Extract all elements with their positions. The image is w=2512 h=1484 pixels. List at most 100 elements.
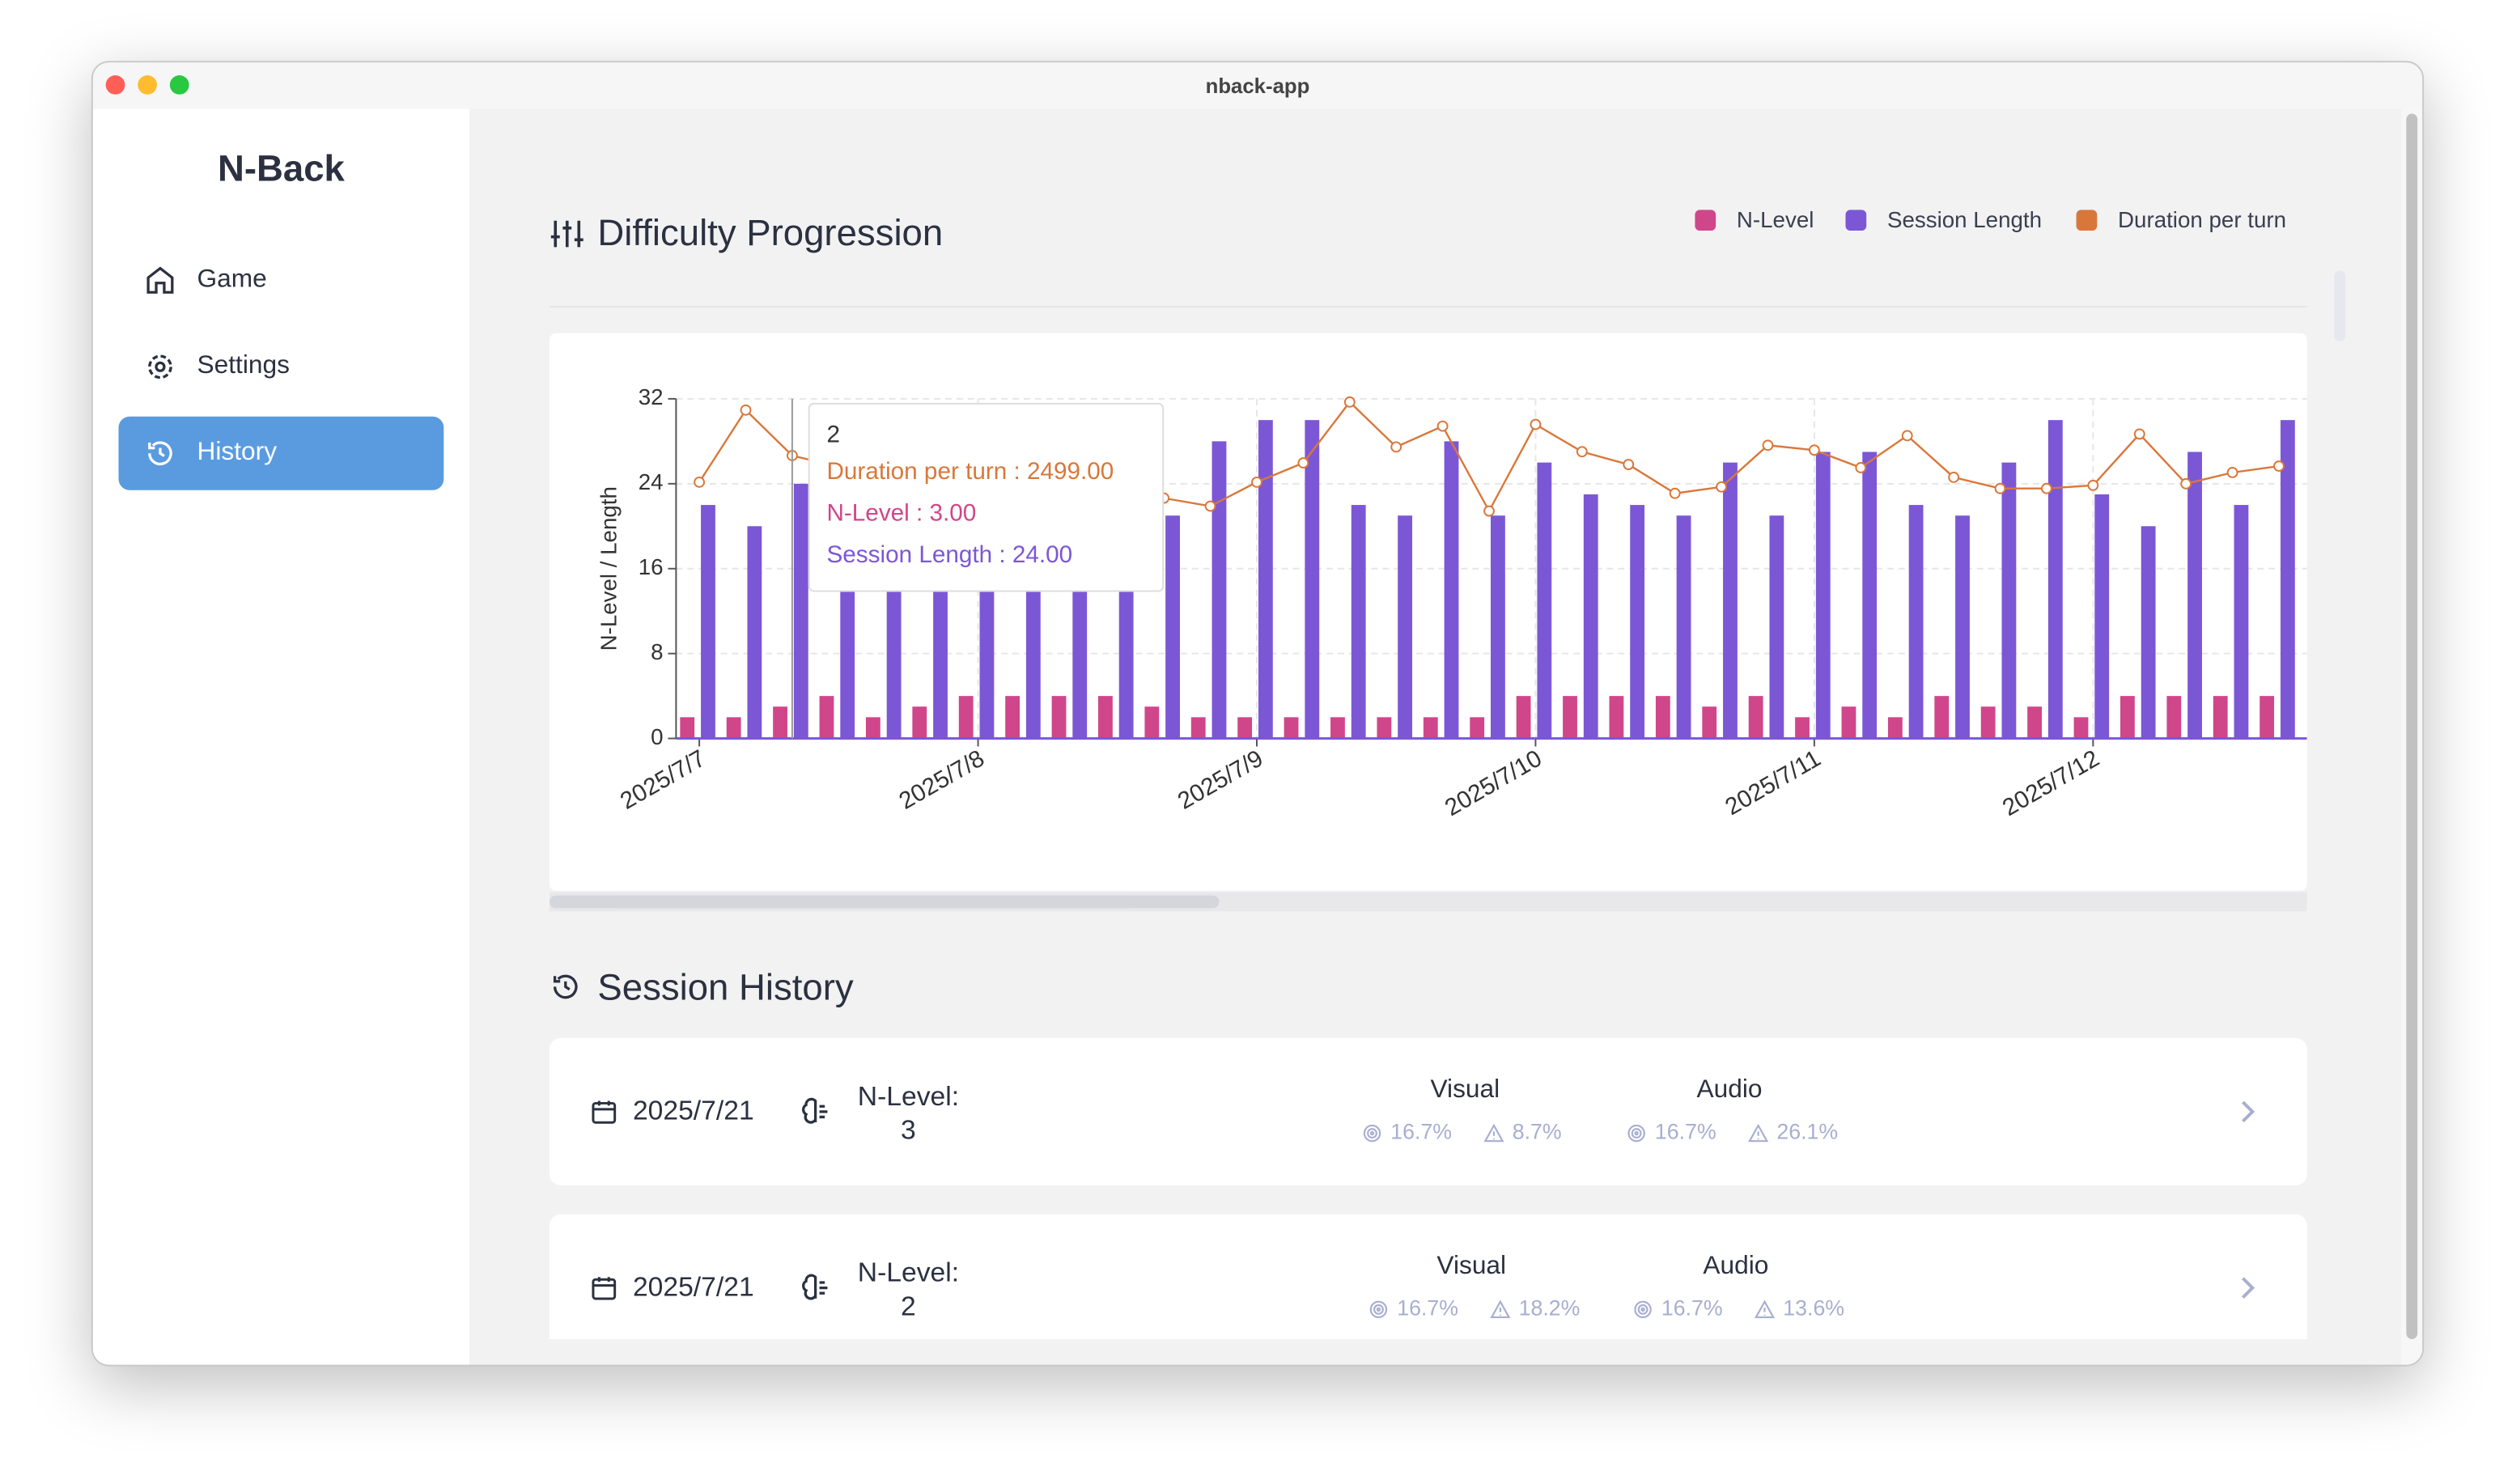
tooltip <box>808 402 1165 592</box>
visual-label: Visual <box>1430 1076 1500 1104</box>
chevron <box>2237 1099 2260 1133</box>
bar <box>1980 706 1996 739</box>
legend-label: N-Level <box>1736 206 1814 233</box>
bar <box>1211 441 1227 739</box>
title-bar: nback-app <box>92 62 2423 109</box>
bar <box>1841 706 1856 739</box>
y-axis-label: N-Level / Length <box>596 486 622 651</box>
point <box>740 404 752 416</box>
point <box>2087 479 2099 491</box>
legend-item: N-Level <box>1695 206 1814 232</box>
bar <box>2120 696 2135 739</box>
bar <box>1955 515 1970 739</box>
home-icon <box>146 266 174 294</box>
stat-icon <box>1362 1123 1383 1152</box>
calendar-icon <box>589 1274 618 1311</box>
session-card[interactable]: 2025/7/21 N-Level: 3 Visual 16.7% 8.7% Audio 16… <box>550 1037 2307 1185</box>
point <box>2273 460 2285 472</box>
point <box>1623 459 1635 470</box>
point <box>1436 420 1449 432</box>
bar <box>1444 441 1459 739</box>
bar <box>773 706 787 739</box>
nav-label: Settings <box>197 352 290 380</box>
bar <box>2234 505 2249 739</box>
legend-item: Session Length <box>1845 206 2042 232</box>
n-level-label: N-Level: <box>857 1257 960 1288</box>
point <box>1483 505 1495 517</box>
tooltip-item: Duration per turn : 2499.00 <box>826 458 1114 485</box>
h-scrollbar[interactable] <box>550 892 2307 912</box>
scrollbar[interactable] <box>2401 108 2423 1365</box>
bar <box>1330 717 1345 739</box>
nav-settings[interactable]: Settings <box>118 330 443 404</box>
point <box>1948 471 1960 483</box>
chart-card: 0 8 16 24 32 N-Level / Length 2025/7/7 2025/7/8… <box>550 333 2307 891</box>
stat-icon <box>1632 1299 1653 1328</box>
n-level-label: N-Level: <box>857 1081 960 1112</box>
bar <box>1609 696 1624 739</box>
bar <box>1537 462 1552 739</box>
y-tick-label: 16 <box>639 554 664 579</box>
bar <box>1051 696 1067 739</box>
visual-label: Visual <box>1436 1253 1507 1280</box>
audio-stat: 16.7% <box>1661 1295 1723 1321</box>
session-card[interactable]: 2025/7/21 N-Level: 2 Visual 16.7% 18.2% Audio 1… <box>550 1214 2307 1339</box>
stat-icon <box>1490 1299 1511 1328</box>
point <box>2226 467 2238 478</box>
legend-swatch <box>1695 210 1716 231</box>
bar <box>1630 505 1645 739</box>
zoom-button[interactable] <box>169 75 189 95</box>
n-level-value: 2 <box>901 1291 916 1322</box>
bar <box>1470 717 1485 739</box>
close-button[interactable] <box>105 75 125 95</box>
scrollbar-thumb[interactable] <box>2406 113 2418 1339</box>
window-title: nback-app <box>1205 74 1310 98</box>
point <box>1576 446 1588 458</box>
bar <box>1676 515 1691 739</box>
brain-icon <box>800 1272 832 1312</box>
audio-stat: 26.1% <box>1776 1119 1839 1144</box>
bar <box>2027 706 2043 739</box>
legend-label: Duration per turn <box>2118 206 2287 233</box>
h-scrollbar-thumb[interactable] <box>550 895 1220 909</box>
bar <box>1748 696 1763 739</box>
bar <box>865 717 880 739</box>
minimize-button[interactable] <box>138 75 158 95</box>
bar <box>1258 420 1273 739</box>
point <box>2180 477 2192 490</box>
point <box>2133 428 2145 440</box>
bar <box>1305 420 1320 739</box>
bar <box>1190 717 1206 739</box>
bar <box>1934 696 1950 739</box>
legend-swatch <box>1845 210 1867 231</box>
bar <box>2141 526 2156 739</box>
legend: N-Level Session Length Duration per turn <box>1695 206 2308 239</box>
point <box>1855 462 1867 473</box>
bar <box>1284 717 1299 739</box>
nav-label: Game <box>197 265 267 294</box>
legend-swatch <box>2076 210 2098 231</box>
bar <box>1398 515 1413 739</box>
bar <box>958 696 974 739</box>
divider <box>550 306 2307 308</box>
bar <box>1377 717 1392 739</box>
bar <box>2260 696 2275 739</box>
bar <box>819 696 834 739</box>
bar <box>2280 420 2295 739</box>
session-date: 2025/7/21 <box>632 1271 754 1303</box>
point <box>1343 396 1356 408</box>
y-tick-label: 32 <box>639 384 664 409</box>
section-title: Session History <box>597 965 854 1008</box>
nav-history[interactable]: History <box>118 416 444 490</box>
bar <box>1005 696 1020 739</box>
nav-game[interactable]: Game <box>118 244 443 317</box>
n-level-value: 3 <box>901 1114 916 1146</box>
bar <box>701 505 715 739</box>
bar <box>1655 696 1670 739</box>
audio-label: Audio <box>1703 1253 1769 1280</box>
sidebar: N-Back Game Settings History <box>92 108 470 1365</box>
point <box>1762 439 1774 452</box>
visual-stat: 16.7% <box>1390 1119 1453 1144</box>
